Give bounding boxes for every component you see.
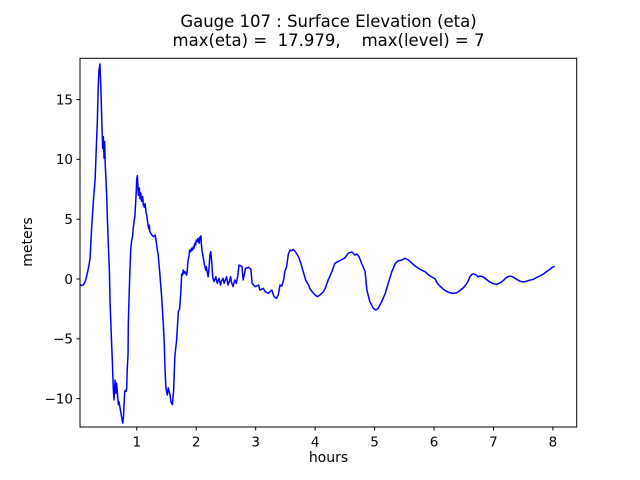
eta-line-series — [80, 63, 555, 424]
chart-title: Gauge 107 : Surface Elevation (eta) — [180, 12, 477, 31]
y-tick-label: −10 — [45, 391, 74, 407]
y-tick-label: 0 — [64, 272, 73, 288]
x-axis-label: hours — [308, 450, 349, 466]
x-tick-label: 8 — [549, 435, 558, 451]
x-tick-label: 1 — [132, 435, 141, 451]
y-tick-label: 10 — [56, 152, 73, 168]
x-tick-label: 6 — [430, 435, 439, 451]
chart-subtitle: max(eta) = 17.979, max(level) = 7 — [172, 31, 485, 50]
x-tick-label: 7 — [489, 435, 498, 451]
x-tick-label: 3 — [251, 435, 260, 451]
axis-ticks: 1 2 3 4 5 6 7 8 −10 −5 0 5 10 15 — [45, 92, 558, 450]
x-tick-label: 5 — [370, 435, 379, 451]
y-tick-label: 15 — [56, 92, 73, 108]
plot-border — [79, 57, 578, 428]
y-tick-label: −5 — [53, 332, 73, 348]
x-tick-label: 4 — [311, 435, 320, 451]
x-tick-label: 2 — [192, 435, 201, 451]
y-tick-label: 5 — [64, 212, 73, 228]
